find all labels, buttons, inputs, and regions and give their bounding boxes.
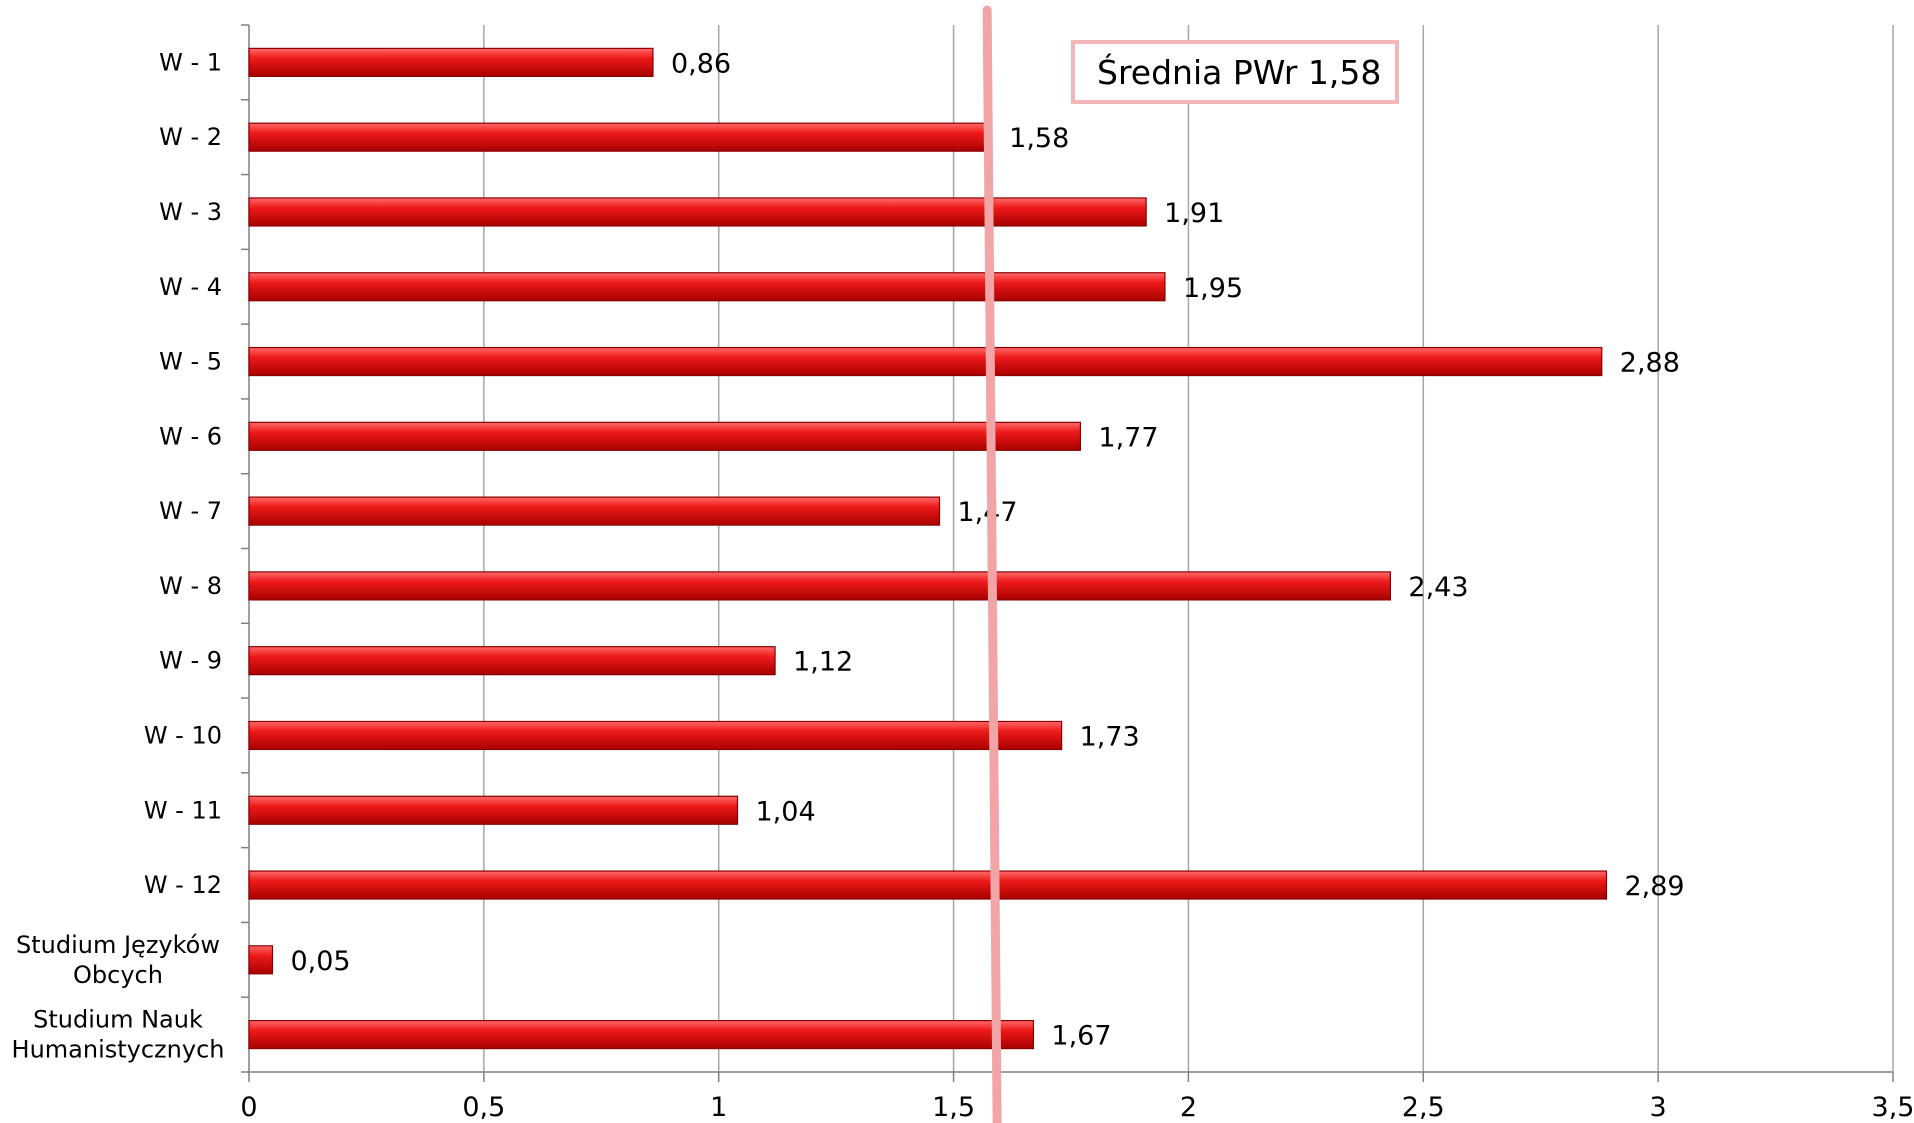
category-label: W - 9 (159, 647, 222, 675)
value-label: 0,86 (671, 48, 731, 79)
category-label: W - 12 (144, 871, 222, 899)
bar (248, 122, 992, 152)
bar (248, 720, 1063, 751)
x-tick-label: 1 (710, 1092, 727, 1123)
x-tick-label: 0,5 (462, 1092, 505, 1123)
value-label: 1,12 (793, 647, 853, 678)
category-label: Studium Języków Obcych (16, 931, 220, 989)
category-label: W - 10 (144, 721, 222, 749)
average-annotation: Średnia PWr 1,58 (1071, 40, 1399, 104)
bar (248, 346, 1603, 377)
value-label: 1,67 (1051, 1021, 1111, 1052)
bar (248, 1020, 1035, 1050)
value-label: 2,88 (1620, 348, 1680, 379)
average-label: Średnia PWr 1,58 (1097, 52, 1382, 92)
average-reference-line (982, 5, 1002, 1123)
bar (248, 197, 1147, 227)
category-label: W - 6 (159, 422, 222, 450)
value-label: 1,91 (1164, 198, 1224, 229)
bar (248, 272, 1166, 302)
bar (248, 47, 654, 77)
bar (248, 795, 739, 825)
value-label: 1,77 (1098, 422, 1158, 453)
bar (248, 646, 776, 676)
value-label: 2,43 (1408, 572, 1468, 603)
category-label: W - 4 (159, 273, 222, 301)
category-label: W - 7 (159, 497, 222, 525)
value-label: 1,04 (756, 796, 816, 827)
x-tick-label: 1,5 (932, 1092, 975, 1123)
category-label: W - 2 (159, 123, 222, 151)
x-tick-label: 2 (1180, 1092, 1197, 1123)
category-label: W - 1 (159, 48, 222, 76)
bar (248, 870, 1608, 900)
value-label: 1,73 (1080, 721, 1140, 752)
value-label: 2,89 (1624, 871, 1684, 902)
category-label: W - 5 (159, 348, 222, 376)
category-label: W - 8 (159, 572, 222, 600)
x-tick-label: 3,5 (1872, 1092, 1914, 1123)
category-label: Studium Nauk Humanistycznych (12, 1006, 225, 1064)
category-label: W - 11 (144, 796, 222, 824)
x-tick-label: 3 (1650, 1092, 1667, 1123)
x-tick-label: 0 (240, 1092, 257, 1123)
value-label: 1,58 (1009, 123, 1069, 154)
x-tick-label: 2,5 (1402, 1092, 1445, 1123)
bar (248, 571, 1392, 601)
category-label: W - 3 (159, 198, 222, 226)
bar (248, 421, 1081, 451)
bar (248, 945, 274, 975)
value-label: 1,95 (1183, 273, 1243, 304)
bar (248, 496, 941, 526)
value-label: 0,05 (290, 946, 350, 977)
